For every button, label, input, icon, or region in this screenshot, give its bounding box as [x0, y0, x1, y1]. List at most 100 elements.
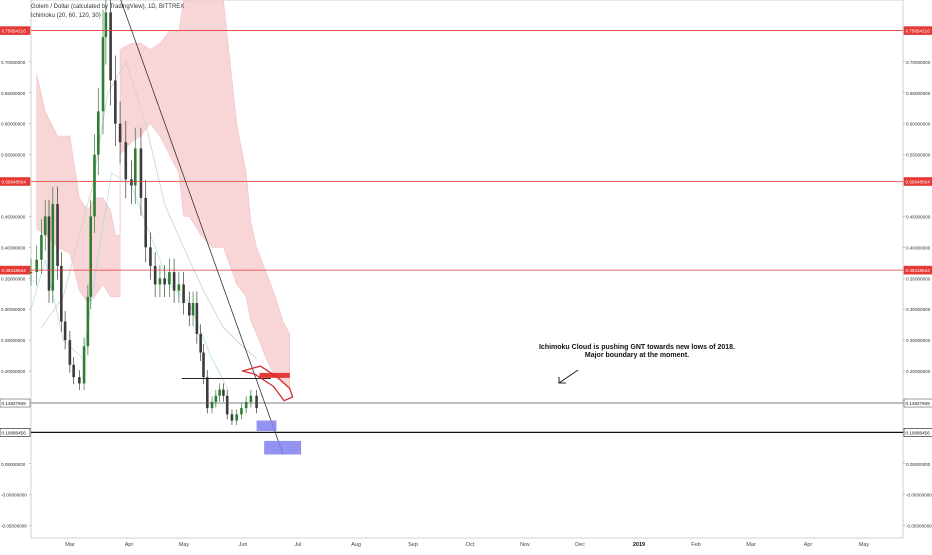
candle-body: [163, 278, 166, 285]
x-tick-label: Aug: [351, 542, 361, 548]
candle-body: [35, 259, 38, 273]
candle-body: [93, 154, 96, 217]
candle-body: [51, 204, 55, 291]
price-tag-label: 0.75054216: [2, 29, 27, 34]
candle-body: [114, 80, 117, 124]
candle-body: [133, 148, 137, 186]
candle-body: [205, 377, 209, 409]
target-box: [264, 440, 302, 455]
price-tag: [903, 26, 932, 35]
y-tick-label-left: 0.40000000: [1, 245, 26, 250]
y-tick-label-right: 0.60000000: [906, 122, 931, 127]
price-tag-label: 0.10086456: [906, 430, 931, 435]
y-tick-label-right: 0.35000000: [906, 276, 931, 281]
candle-body: [40, 234, 43, 260]
price-tag-label: 0.14827949: [2, 401, 27, 406]
x-tick-label: May: [179, 542, 190, 548]
x-tick-label: Mar: [746, 542, 756, 548]
candle-body: [210, 401, 214, 409]
x-tick-label: 2019: [633, 542, 645, 548]
candle-body: [86, 296, 90, 347]
y-tick-label-right: -0.00000000: [906, 493, 932, 498]
candle-body: [158, 278, 162, 285]
price-levels: 0.75054216 0.75054216 0.50648504 0.50648504…: [0, 26, 932, 437]
candle-body: [109, 12, 112, 81]
candle-body: [199, 333, 202, 353]
price-tag: [903, 177, 932, 186]
price-tag: [0, 26, 31, 35]
x-tick-label: Dec: [575, 542, 585, 548]
price-tag: [903, 265, 932, 275]
candle-body: [168, 272, 171, 285]
candle-body: [68, 340, 72, 365]
x-tick-label: May: [859, 542, 870, 548]
candle-body: [60, 265, 63, 322]
candle-body: [244, 401, 248, 409]
candle-body: [101, 37, 105, 112]
price-tag-label: 0.14827949: [906, 401, 931, 406]
drawings: Ichimoku Cloud is pushing GNT towards ne…: [120, 0, 735, 455]
candle-body: [202, 352, 205, 378]
price-tag-label: 0.36318544: [906, 268, 931, 273]
y-tick-label-right: 0.30000000: [906, 307, 931, 312]
price-tag: [903, 428, 932, 437]
price-tag-label: 0.75054216: [906, 29, 931, 34]
x-tick-label: Oct: [466, 542, 475, 548]
y-tick-label-right: 0.40000000: [906, 245, 931, 250]
candle-body: [72, 364, 75, 378]
x-tick-label: Apr: [125, 542, 134, 548]
candle-body: [182, 284, 185, 304]
candle-body: [104, 12, 108, 38]
candle-body: [172, 272, 176, 291]
x-tick-label: Nov: [520, 542, 530, 548]
price-candles: [29, 0, 258, 425]
candle-body: [29, 272, 33, 274]
y-tick-label-right: 0.65000000: [906, 91, 931, 96]
candle-body: [240, 408, 243, 415]
indicator-label: Ichimoku (20, 60, 120, 30): [31, 13, 101, 19]
x-tick-label: Sep: [408, 542, 418, 548]
candle-body: [63, 321, 67, 341]
x-tick-label: Jun: [239, 542, 248, 548]
chart-title: Golem / Dollar (calculated by TradingVie…: [31, 4, 185, 10]
y-tick-label-right: 0.05000000: [906, 462, 931, 467]
annotation-line1: Ichimoku Cloud is pushing GNT towards ne…: [539, 344, 735, 351]
y-tick-label-left: 0.05000000: [1, 462, 26, 467]
price-tag: [903, 398, 932, 408]
y-tick-label-right: 0.20000000: [906, 369, 931, 374]
candle-body: [89, 216, 93, 297]
candle-body: [218, 389, 221, 396]
x-tick-label: Mar: [65, 542, 75, 548]
annotation-line2: Major boundary at the moment.: [585, 352, 689, 359]
y-tick-label-left: 0.60000000: [1, 122, 26, 127]
candle-body: [177, 284, 181, 291]
candle-body: [187, 303, 191, 316]
y-tick-label-left: 0.45000000: [1, 214, 26, 219]
candle-body: [78, 377, 81, 384]
x-tick-label: Apr: [804, 542, 813, 548]
cloud-boundary-marker: [241, 365, 294, 402]
candle-body: [214, 395, 218, 402]
candle-body: [222, 389, 225, 396]
arrow-head-icon: [558, 377, 566, 384]
candle-body: [47, 216, 51, 291]
candle-body: [82, 346, 86, 384]
price-tag-label: 0.50648504: [2, 180, 27, 185]
y-tick-label-left: 0.70000000: [1, 60, 26, 65]
price-tag: [0, 398, 31, 408]
axes: 0.70000000 0.70000000 0.65000000 0.65000000…: [1, 60, 932, 548]
arrow-icon: [558, 369, 579, 384]
candle-body: [225, 395, 229, 415]
trendline: [120, 0, 284, 455]
y-tick-label-left: 0.20000000: [1, 369, 26, 374]
y-tick-label-left: 0.35000000: [1, 276, 26, 281]
y-tick-label-left: -0.00000000: [1, 493, 27, 498]
candle-body: [249, 395, 253, 402]
candle-body: [195, 303, 199, 334]
price-tag-label: 0.36318544: [2, 268, 27, 273]
y-tick-label-left: 0.30000000: [1, 307, 26, 312]
candle-body: [235, 414, 238, 421]
candle-body: [118, 123, 122, 143]
candle-body: [149, 247, 152, 266]
